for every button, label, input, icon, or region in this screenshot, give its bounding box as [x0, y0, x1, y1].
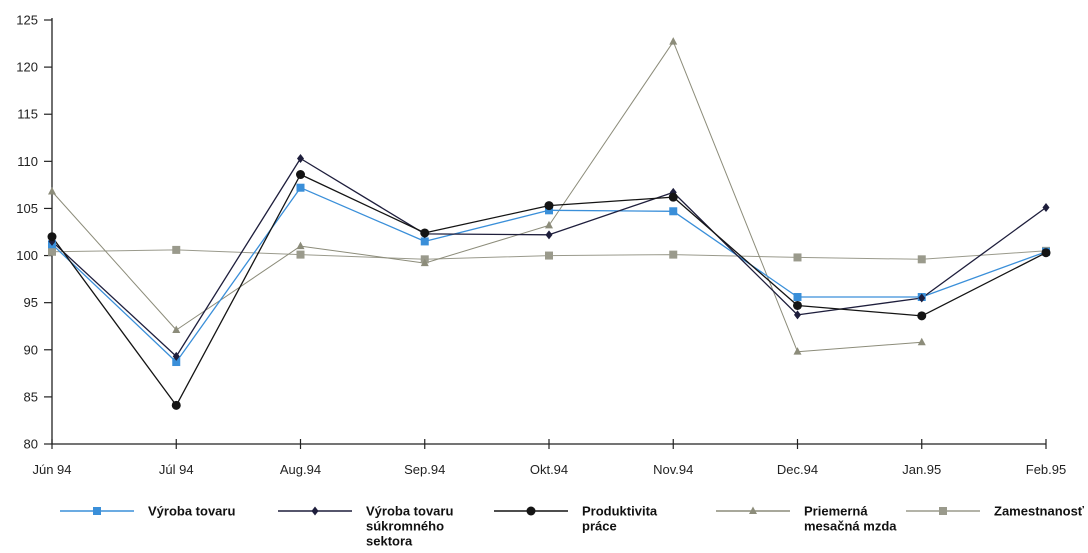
- legend-label: súkromného: [366, 519, 444, 534]
- y-tick-label: 90: [24, 342, 38, 357]
- data-point: [172, 351, 180, 361]
- data-point: [48, 247, 56, 256]
- data-point: [793, 300, 802, 310]
- data-point: [918, 293, 926, 303]
- data-point: [544, 201, 554, 211]
- data-point: [172, 245, 181, 254]
- legend-label: Výroba tovaru: [148, 504, 235, 519]
- data-point: [793, 293, 802, 302]
- data-point: [420, 258, 429, 267]
- series-markers: [47, 37, 1051, 410]
- x-tick-label: Feb.95: [1026, 462, 1066, 477]
- x-tick-label: Okt.94: [530, 462, 568, 477]
- data-point: [171, 400, 181, 410]
- legend-label: Produktivita: [582, 504, 658, 519]
- x-tick-label: Dec.94: [777, 462, 818, 477]
- y-tick-label: 125: [16, 13, 38, 28]
- y-tick-label: 120: [16, 60, 38, 75]
- y-tick-label: 80: [24, 437, 38, 452]
- data-point: [545, 230, 553, 240]
- data-point: [917, 311, 927, 321]
- legend-marker: [939, 507, 947, 515]
- data-point: [917, 255, 926, 264]
- data-point: [545, 206, 553, 215]
- x-tick-label: Jan.95: [902, 462, 941, 477]
- y-tick-label: 110: [17, 154, 38, 169]
- data-point: [545, 251, 553, 260]
- x-tick-label: Sep.94: [404, 462, 445, 477]
- data-point: [296, 183, 305, 192]
- legend-label: sektora: [366, 534, 413, 549]
- legend-marker: [311, 506, 319, 516]
- x-tick-label: Júl 94: [159, 462, 194, 477]
- data-point: [296, 241, 305, 250]
- data-point: [1042, 203, 1050, 213]
- data-point: [668, 192, 678, 202]
- legend-marker: [93, 507, 101, 515]
- y-tick-label: 105: [16, 201, 38, 216]
- data-point: [296, 170, 305, 180]
- legend-marker: [526, 506, 536, 516]
- x-tick-label: Nov.94: [653, 462, 693, 477]
- data-point: [420, 228, 430, 238]
- data-point: [794, 310, 801, 320]
- data-point: [793, 347, 802, 355]
- data-point: [669, 37, 678, 45]
- axes: 80 85 90 95 100 105 110 115 120 125 Jún 94 Júl 94 Au…: [16, 13, 1066, 478]
- y-tick-label: 115: [17, 107, 38, 122]
- y-tick-label: 100: [16, 248, 38, 263]
- legend-label: práce: [582, 519, 617, 534]
- data-point: [297, 154, 304, 164]
- data-point: [1041, 248, 1051, 258]
- data-point: [420, 237, 429, 246]
- data-point: [545, 220, 553, 229]
- data-point: [172, 325, 181, 333]
- data-point: [793, 253, 802, 262]
- x-tick-label: Jún 94: [32, 462, 71, 477]
- series-line: [51, 41, 922, 353]
- data-point: [669, 250, 678, 259]
- y-tick-label: 85: [24, 389, 38, 404]
- x-tick-label: Aug.94: [280, 462, 321, 477]
- data-point: [48, 186, 56, 195]
- legend-label: Priemerná: [804, 504, 868, 519]
- data-point: [669, 207, 678, 216]
- legend: Výroba tovaru Výroba tovarusúkromnéhosekt…: [60, 504, 1085, 549]
- legend-marker: [749, 506, 757, 514]
- data-point: [172, 358, 181, 367]
- legend-label: Zamestnanosť: [994, 504, 1085, 519]
- data-point: [296, 250, 305, 259]
- legend-label: mesačná mzda: [804, 519, 897, 534]
- y-tick-label: 95: [24, 295, 38, 310]
- data-point: [917, 337, 926, 346]
- legend-label: Výroba tovaru: [366, 504, 453, 519]
- data-point: [47, 232, 57, 242]
